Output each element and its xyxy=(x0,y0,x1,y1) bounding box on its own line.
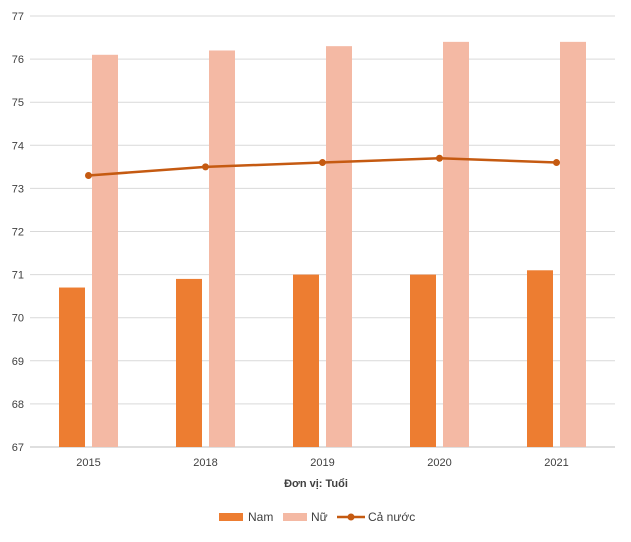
line-point-2019 xyxy=(319,159,326,167)
y-tick-label: 73 xyxy=(12,183,24,195)
legend-label: Nam xyxy=(248,510,273,524)
line-point-2015 xyxy=(85,171,92,179)
line-point-2020 xyxy=(436,154,443,162)
legend-label: Cả nước xyxy=(368,510,415,524)
y-tick-label: 76 xyxy=(12,54,24,66)
bar-nam-2019 xyxy=(293,274,319,447)
y-tick-label: 67 xyxy=(12,442,24,454)
legend-swatch-marker xyxy=(347,513,355,521)
y-tick-label: 71 xyxy=(12,270,24,282)
line-series xyxy=(85,154,560,179)
y-tick-label: 77 xyxy=(12,11,24,23)
gridlines xyxy=(30,15,615,448)
y-tick-label: 74 xyxy=(12,140,24,152)
legend: Nam Nữ Cả nước xyxy=(219,510,415,524)
x-tick-label: 2021 xyxy=(544,457,568,469)
bar-nữ-2015 xyxy=(92,54,118,447)
y-tick-label: 70 xyxy=(12,313,24,325)
y-axis-tick-labels: 67 68 69 70 71 72 73 74 75 76 77 xyxy=(12,11,24,454)
bar-nam-2018 xyxy=(176,278,202,447)
legend-item: Nam xyxy=(219,510,273,524)
line-point-2018 xyxy=(202,163,209,171)
y-tick-label: 69 xyxy=(12,356,24,368)
y-tick-label: 75 xyxy=(12,97,24,109)
x-tick-label: 2018 xyxy=(193,457,217,469)
bar-nữ-2021 xyxy=(560,41,586,448)
x-axis-label: Đơn vị: Tuổi xyxy=(284,478,348,490)
bar-nam-2015 xyxy=(59,287,85,447)
x-tick-label: 2015 xyxy=(76,457,100,469)
legend-swatch xyxy=(219,513,243,521)
x-tick-label: 2019 xyxy=(310,457,334,469)
legend-item: Nữ xyxy=(283,510,328,524)
bar-nam-2020 xyxy=(410,274,436,447)
y-tick-label: 68 xyxy=(12,399,24,411)
bar-nữ-2018 xyxy=(209,50,235,447)
bar-nữ-2020 xyxy=(443,41,469,448)
y-tick-label: 72 xyxy=(12,227,24,239)
legend-swatch xyxy=(283,513,307,521)
line-point-2021 xyxy=(553,159,560,167)
bar-nữ-2019 xyxy=(326,46,352,448)
legend-label: Nữ xyxy=(311,510,328,524)
bar-nam-2021 xyxy=(527,270,553,447)
bars xyxy=(59,41,586,448)
x-axis-tick-labels: 2015 2018 2019 2020 2021 xyxy=(76,457,568,469)
x-tick-label: 2020 xyxy=(427,457,451,469)
legend-item: Cả nước xyxy=(337,510,415,524)
